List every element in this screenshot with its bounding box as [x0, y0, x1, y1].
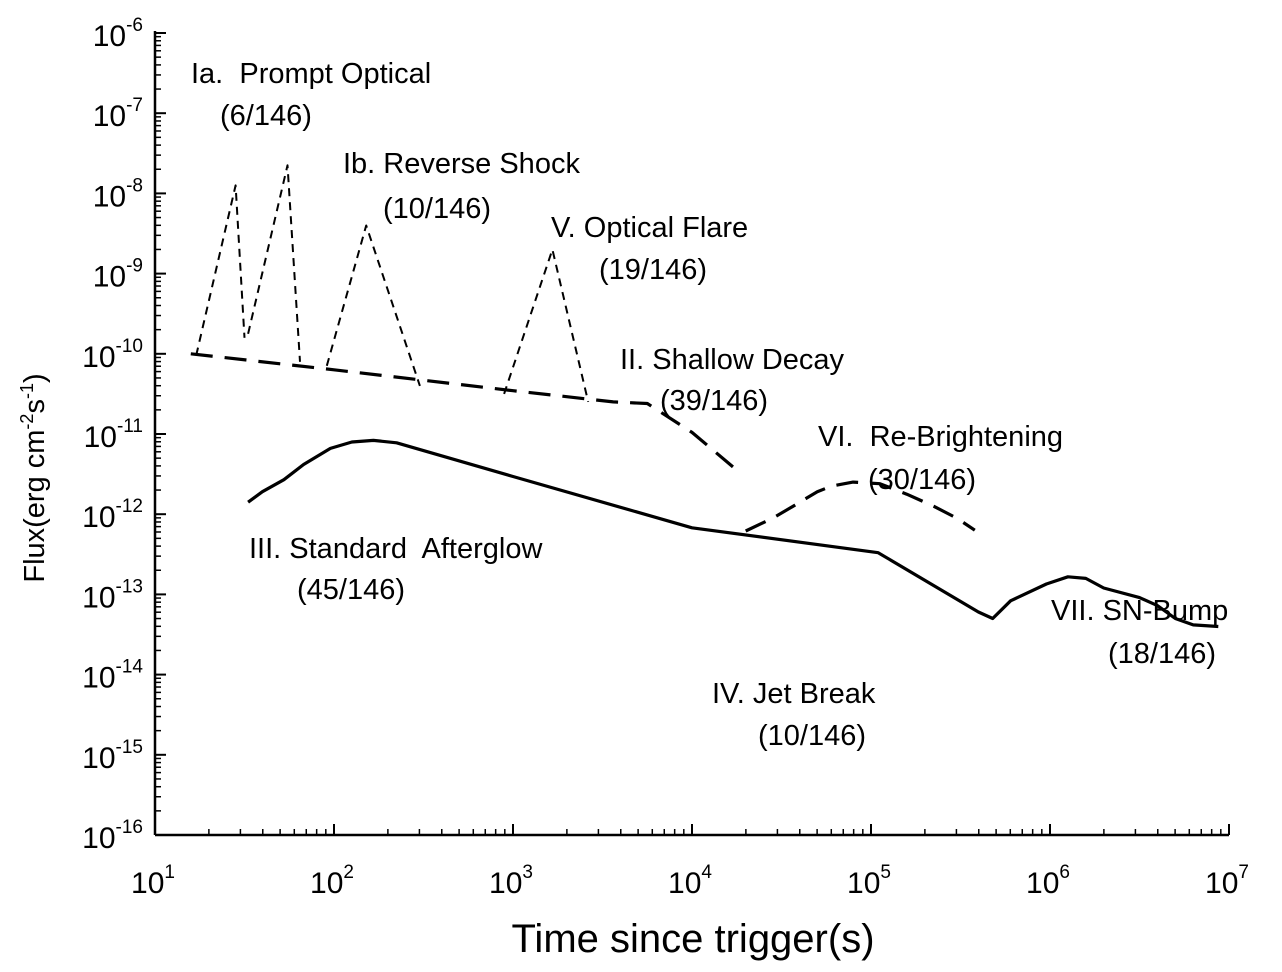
series-line-2 [745, 480, 976, 533]
annotation-flare-count: (19/146) [599, 254, 707, 286]
annotation-sn-title: VII. SN-Bump [1051, 595, 1228, 627]
annotation-jet-title: IV. Jet Break [712, 678, 876, 710]
y-tick-label: 10-16 [82, 817, 143, 855]
x-tick-label: 102 [310, 862, 354, 900]
annotation-rebright-title: VI. Re-Brightening [818, 421, 1063, 453]
x-tick-label: 107 [1205, 862, 1249, 900]
curves [190, 164, 1219, 629]
tick-labels: 101 102 103 104 105 106 107 10-16 10-15 10-14 10-1… [82, 15, 1249, 900]
series-line-4 [247, 164, 301, 362]
annotation-reverse-title: Ib. Reverse Shock [343, 148, 580, 180]
y-tick-label: 10-10 [82, 336, 143, 374]
y-tick-label: 10-12 [82, 496, 143, 534]
x-tick-label: 103 [489, 862, 533, 900]
annotations: Ia. Prompt Optical (6/146) Ib. Reverse Sho… [191, 58, 1228, 752]
x-tick-label: 101 [131, 862, 175, 900]
annotation-sn-count: (18/146) [1108, 638, 1216, 670]
annotation-standard-count: (45/146) [297, 574, 405, 606]
y-tick-label: 10-6 [93, 15, 143, 53]
y-tick-label: 10-8 [93, 175, 143, 213]
annotation-shallow-title: II. Shallow Decay [620, 344, 845, 376]
y-tick-label: 10-13 [82, 576, 143, 614]
annotation-rebright-count: (30/146) [868, 464, 976, 496]
x-tick-label: 104 [668, 862, 712, 900]
annotation-jet-count: (10/146) [758, 720, 866, 752]
annotation-flare-title: V. Optical Flare [551, 212, 748, 244]
y-tick-label: 10-11 [84, 416, 143, 454]
series-line-3 [195, 184, 246, 356]
y-tick-label: 10-15 [82, 737, 143, 775]
ticks [154, 32, 1230, 836]
annotation-prompt-title: Ia. Prompt Optical [191, 58, 431, 90]
annotation-reverse-count: (10/146) [383, 193, 491, 225]
x-tick-label: 106 [1026, 862, 1070, 900]
series-line-0 [247, 438, 1219, 629]
y-tick-label: 10-7 [93, 95, 143, 133]
y-tick-label: 10-9 [93, 256, 143, 294]
y-tick-label: 10-14 [82, 657, 143, 695]
x-axis-title: Time since trigger(s) [511, 917, 874, 961]
y-axis-title: Flux(erg cm-2s-1) [17, 373, 51, 582]
series-line-1 [190, 352, 738, 472]
series-line-6 [503, 248, 590, 403]
annotation-prompt-count: (6/146) [220, 100, 312, 132]
series-line-5 [325, 224, 421, 387]
annotation-shallow-count: (39/146) [660, 385, 768, 417]
x-tick-label: 105 [847, 862, 891, 900]
annotation-standard-title: III. Standard Afterglow [249, 533, 543, 565]
